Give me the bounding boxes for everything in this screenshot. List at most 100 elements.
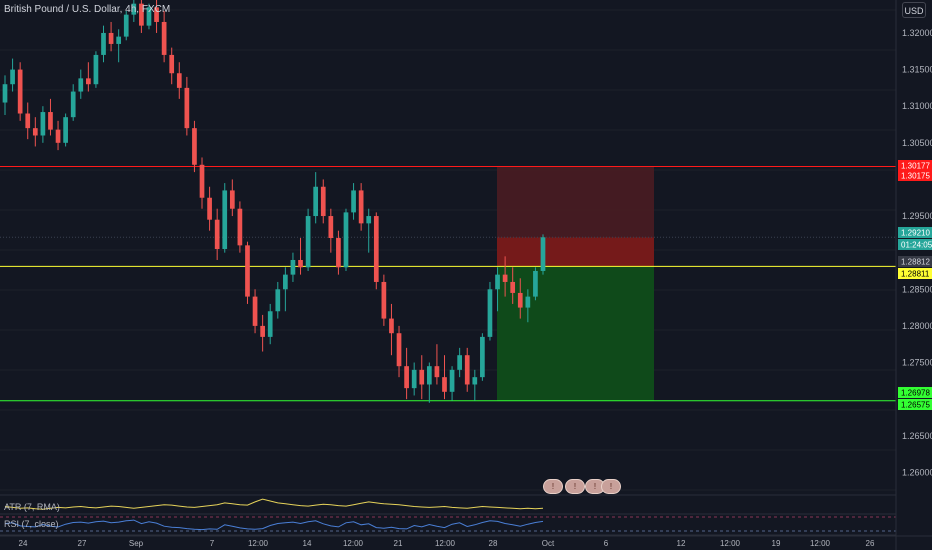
candle-body bbox=[214, 219, 220, 249]
candle-body bbox=[457, 355, 462, 370]
candle-body bbox=[290, 259, 296, 275]
time-tick-label: 6 bbox=[604, 539, 609, 548]
rsi-label[interactable]: RSI (7, close) bbox=[4, 519, 59, 529]
price-tag-bg bbox=[898, 399, 932, 410]
candle-body bbox=[320, 186, 326, 217]
price-tick-label: 1.29500 bbox=[902, 211, 932, 221]
candle-body bbox=[449, 369, 455, 392]
candle-body bbox=[517, 292, 523, 308]
candle-body bbox=[540, 237, 546, 271]
candle-body bbox=[267, 311, 273, 337]
price-tick-label: 1.26000 bbox=[902, 467, 932, 477]
candle-body bbox=[32, 128, 38, 136]
candle-body bbox=[192, 128, 197, 165]
event-badge-icon[interactable]: ! bbox=[565, 479, 585, 494]
candle-body bbox=[381, 281, 387, 319]
price-axis[interactable]: 1.32000 1.31500 1.31000 1.30500 1.29500 1.285… bbox=[895, 0, 932, 550]
candle-body bbox=[154, 7, 159, 22]
candle-body bbox=[199, 164, 205, 198]
candle-body bbox=[70, 91, 76, 118]
stop-loss-zone[interactable] bbox=[497, 166, 654, 238]
price-tag-bg bbox=[898, 160, 932, 171]
candle-body bbox=[252, 296, 258, 326]
event-badge-icon[interactable]: ! bbox=[601, 479, 621, 494]
price-tag-label: 1.29210 bbox=[901, 229, 930, 238]
candle-body bbox=[176, 73, 182, 88]
candlestick-series bbox=[2, 0, 546, 403]
time-tick-label: 14 bbox=[303, 539, 312, 548]
time-tick-label: 12:00 bbox=[343, 539, 364, 548]
atr-line bbox=[4, 498, 544, 510]
candle-body bbox=[161, 21, 167, 55]
symbol-title[interactable]: British Pound / U.S. Dollar, 4h, FXCM bbox=[4, 4, 171, 15]
event-badge-icon[interactable]: ! bbox=[543, 479, 563, 494]
price-tag-label: 1.28811 bbox=[901, 270, 930, 279]
time-tick-label: 12:00 bbox=[435, 539, 456, 548]
candle-body bbox=[146, 7, 152, 26]
candle-body bbox=[411, 369, 417, 389]
time-tick-label: 27 bbox=[78, 539, 87, 548]
price-tick-label: 1.31000 bbox=[902, 101, 932, 111]
candle-body bbox=[229, 190, 235, 209]
price-tick-label: 1.26500 bbox=[902, 431, 932, 441]
candle-body bbox=[396, 333, 402, 367]
candle-body bbox=[169, 54, 175, 74]
long-position-tool[interactable] bbox=[497, 166, 654, 401]
atr-label[interactable]: ATR (7, RMA) bbox=[4, 502, 60, 512]
candle-body bbox=[139, 3, 144, 26]
rsi-line bbox=[4, 519, 544, 531]
price-tag-bg bbox=[898, 268, 932, 279]
risk-filled-zone[interactable] bbox=[497, 237, 654, 267]
candle-body bbox=[93, 54, 99, 85]
candle-body bbox=[131, 3, 137, 15]
price-tag-label: 1.28812 bbox=[901, 258, 930, 267]
price-tick-label: 1.30500 bbox=[902, 138, 932, 148]
candle-body bbox=[358, 190, 364, 224]
horizontal-levels[interactable] bbox=[0, 165, 896, 402]
price-tag-bg bbox=[898, 256, 932, 267]
indicator-panes bbox=[0, 494, 896, 536]
candle-body bbox=[495, 274, 500, 290]
candle-body bbox=[10, 69, 15, 85]
candle-body bbox=[419, 369, 425, 385]
candle-body bbox=[480, 336, 485, 378]
candle-body bbox=[533, 270, 538, 297]
candle-body bbox=[351, 190, 356, 213]
price-tag-bg bbox=[898, 387, 932, 398]
time-tick-label: 12 bbox=[677, 539, 686, 548]
candle-body bbox=[366, 216, 372, 224]
price-tick-label: 1.28000 bbox=[902, 321, 932, 331]
time-axis[interactable]: 24 27 Sep 7 12:00 14 12:00 21 12:00 28 Oct 6 12 12:00… bbox=[0, 535, 932, 548]
price-tick-label: 1.27500 bbox=[902, 358, 932, 368]
currency-button[interactable]: USD bbox=[902, 2, 926, 18]
time-tick-label: 24 bbox=[19, 539, 28, 548]
price-tick-label: 1.32000 bbox=[902, 28, 932, 38]
candle-body bbox=[343, 212, 349, 268]
time-tick-label: Sep bbox=[129, 539, 144, 548]
candle-body bbox=[502, 274, 508, 282]
price-tag-label: 1.26978 bbox=[901, 389, 930, 398]
price-tag-bg bbox=[898, 227, 932, 238]
candle-body bbox=[116, 36, 122, 44]
candle-body bbox=[442, 377, 447, 392]
candle-body bbox=[404, 366, 409, 389]
candle-body bbox=[336, 238, 341, 268]
price-tag-label: 1.30177 bbox=[901, 162, 930, 171]
candle-body bbox=[373, 216, 379, 282]
time-tick-label: 12:00 bbox=[810, 539, 831, 548]
candle-body bbox=[487, 289, 493, 337]
candle-body bbox=[207, 197, 212, 220]
grid-lines bbox=[0, 9, 896, 491]
price-tag-label: 01:24:05 bbox=[901, 241, 932, 250]
candle-body bbox=[17, 69, 23, 114]
take-profit-zone[interactable] bbox=[497, 266, 654, 401]
candle-body bbox=[313, 186, 319, 217]
candle-body bbox=[86, 78, 91, 85]
candle-body bbox=[464, 355, 470, 385]
candle-body bbox=[78, 78, 84, 92]
candle-body bbox=[63, 117, 68, 143]
price-tag-label: 1.30175 bbox=[901, 172, 930, 181]
price-tag-bg bbox=[898, 170, 932, 181]
